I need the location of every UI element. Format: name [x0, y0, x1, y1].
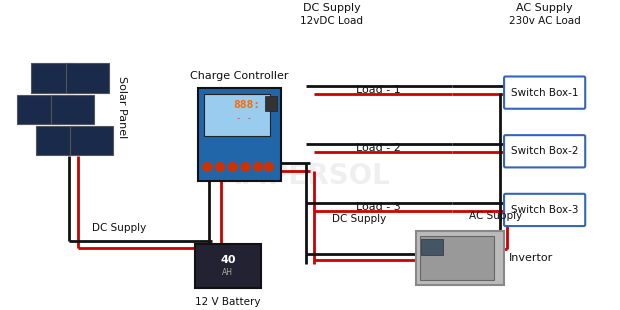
Circle shape — [241, 162, 250, 171]
Bar — [415, 232, 503, 285]
Bar — [420, 236, 494, 280]
Circle shape — [216, 162, 224, 171]
Bar — [422, 239, 443, 255]
Text: DC Supply: DC Supply — [92, 224, 146, 233]
Bar — [265, 95, 277, 111]
Text: DC Supply: DC Supply — [332, 214, 386, 224]
FancyBboxPatch shape — [504, 135, 585, 167]
Text: Load - 3: Load - 3 — [356, 202, 401, 212]
Bar — [205, 94, 270, 136]
FancyBboxPatch shape — [504, 77, 585, 109]
Text: Solar Panel: Solar Panel — [117, 76, 127, 138]
Bar — [36, 126, 79, 155]
Bar — [32, 63, 74, 93]
Circle shape — [228, 162, 237, 171]
Circle shape — [265, 162, 273, 171]
Text: Load - 2: Load - 2 — [356, 143, 401, 153]
Text: Switch Box-1: Switch Box-1 — [511, 88, 578, 98]
Text: - -: - - — [236, 114, 252, 123]
Text: 888:: 888: — [234, 100, 261, 110]
Bar — [71, 126, 113, 155]
Text: AC Supply: AC Supply — [469, 211, 523, 221]
FancyBboxPatch shape — [504, 194, 585, 226]
Text: Switch Box-3: Switch Box-3 — [511, 205, 578, 215]
Text: 40: 40 — [220, 255, 236, 264]
Text: Charge Controller: Charge Controller — [190, 71, 288, 81]
Text: AMPERSOL: AMPERSOL — [219, 162, 391, 190]
Bar — [66, 63, 108, 93]
Text: 230v AC Load: 230v AC Load — [509, 16, 580, 26]
Text: DC Supply: DC Supply — [303, 3, 360, 13]
Bar — [17, 95, 60, 124]
Bar — [198, 88, 281, 181]
Text: Load - 1: Load - 1 — [356, 85, 401, 95]
Text: Switch Box-2: Switch Box-2 — [511, 146, 578, 156]
Text: AH: AH — [223, 268, 233, 277]
Bar — [195, 244, 261, 288]
Text: AC Supply: AC Supply — [516, 3, 573, 13]
Text: 12vDC Load: 12vDC Load — [300, 16, 363, 26]
Bar — [51, 95, 94, 124]
Circle shape — [254, 162, 263, 171]
Text: Invertor: Invertor — [508, 253, 552, 263]
Text: 12 V Battery: 12 V Battery — [195, 297, 260, 307]
Circle shape — [203, 162, 212, 171]
